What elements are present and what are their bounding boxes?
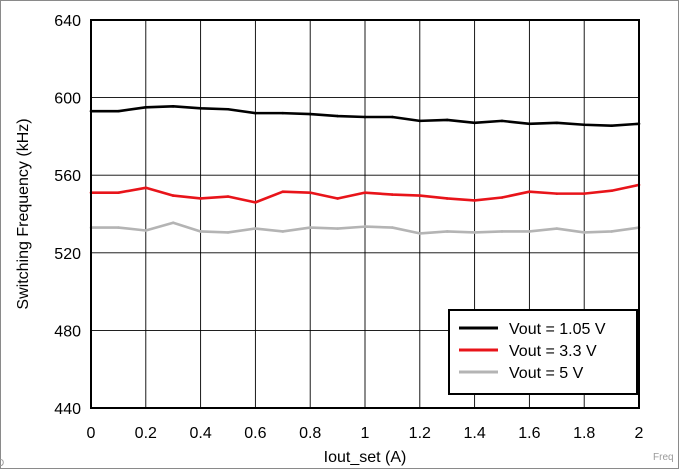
y-tick-labels: 440 480 520 560 600 640 xyxy=(54,13,81,418)
x-axis-label: Iout_set (A) xyxy=(324,449,407,466)
data-point xyxy=(254,201,257,204)
data-point xyxy=(336,227,339,230)
series-layer xyxy=(89,105,641,235)
x-tick-label: 0.4 xyxy=(189,425,211,442)
data-point xyxy=(171,194,175,197)
data-point xyxy=(226,107,230,111)
data-point xyxy=(363,191,367,194)
data-point xyxy=(582,231,586,234)
x-tick-label: 2 xyxy=(635,425,644,442)
data-point xyxy=(473,121,476,125)
data-point xyxy=(226,195,230,198)
y-axis-label: Switching Frequency (kHz) xyxy=(15,118,32,309)
plot-border xyxy=(90,19,640,409)
y-tick-label: 440 xyxy=(54,401,81,418)
x-tick-label: 1.2 xyxy=(409,425,431,442)
legend-label: Vout = 5 V xyxy=(509,365,584,382)
data-point xyxy=(555,121,559,125)
data-point xyxy=(528,122,531,126)
y-tick-label: 480 xyxy=(54,323,81,340)
data-point xyxy=(610,124,613,128)
data-point xyxy=(308,191,312,194)
data-point xyxy=(281,230,285,233)
data-point xyxy=(555,227,559,230)
data-point xyxy=(363,225,367,228)
data-point xyxy=(281,111,285,115)
corner-right-text: Freq xyxy=(653,452,674,463)
y-tick-label: 600 xyxy=(54,91,81,108)
x-tick-label: 1 xyxy=(361,425,370,442)
data-point xyxy=(418,232,422,235)
data-point xyxy=(199,230,202,233)
data-point xyxy=(445,230,449,233)
data-point xyxy=(336,114,339,118)
data-point xyxy=(473,231,476,234)
x-tick-labels: 0 0.2 0.4 0.6 0.8 1 1.2 1.4 1.6 1.8 2 xyxy=(87,425,644,442)
x-tick-label: 0 xyxy=(87,425,96,442)
data-point xyxy=(445,197,449,200)
legend-label: Vout = 3.3 V xyxy=(509,343,597,360)
data-point xyxy=(500,230,504,233)
data-point xyxy=(445,118,449,122)
data-point xyxy=(500,119,504,123)
data-point xyxy=(418,119,422,123)
y-tick-label: 640 xyxy=(54,13,81,30)
data-point xyxy=(391,193,394,196)
legend: Vout = 1.05 V Vout = 3.3 V Vout = 5 V xyxy=(448,309,638,395)
data-point xyxy=(226,231,230,234)
data-point xyxy=(199,106,202,110)
x-tick-label: 1.6 xyxy=(518,425,540,442)
legend-items: Vout = 1.05 V Vout = 3.3 V Vout = 5 V xyxy=(459,321,606,382)
y-tick-label: 520 xyxy=(54,246,81,263)
data-point xyxy=(555,192,559,195)
data-point xyxy=(391,226,394,229)
x-tick-label: 1.8 xyxy=(573,425,595,442)
data-point xyxy=(610,230,613,233)
data-point xyxy=(281,190,285,193)
data-point xyxy=(363,115,367,119)
x-tick-label: 1.4 xyxy=(463,425,485,442)
x-tick-label: 0.8 xyxy=(299,425,321,442)
x-tick-label: 0.2 xyxy=(135,425,157,442)
data-point xyxy=(336,197,339,200)
data-point xyxy=(199,197,202,200)
data-point xyxy=(144,229,148,232)
data-point xyxy=(582,123,586,127)
data-point xyxy=(391,115,394,119)
data-point xyxy=(308,112,312,116)
data-point xyxy=(500,196,504,199)
data-point xyxy=(473,199,476,202)
data-point xyxy=(171,221,175,225)
y-tick-label: 560 xyxy=(54,168,81,185)
data-point xyxy=(117,191,120,194)
data-point xyxy=(528,230,531,233)
x-tick-label: 0.6 xyxy=(244,425,266,442)
data-point xyxy=(254,111,257,115)
data-point xyxy=(144,186,148,190)
legend-box xyxy=(448,309,638,395)
data-point xyxy=(308,226,312,229)
data-point xyxy=(117,226,120,229)
legend-label: Vout = 1.05 V xyxy=(509,321,606,338)
data-point xyxy=(144,106,148,109)
data-point xyxy=(528,190,531,193)
data-point xyxy=(418,194,422,197)
data-point xyxy=(171,105,175,108)
corner-left-text: D xyxy=(0,458,4,469)
data-point xyxy=(117,109,120,113)
data-point xyxy=(254,227,257,230)
data-point xyxy=(610,189,613,193)
data-point xyxy=(582,192,586,195)
